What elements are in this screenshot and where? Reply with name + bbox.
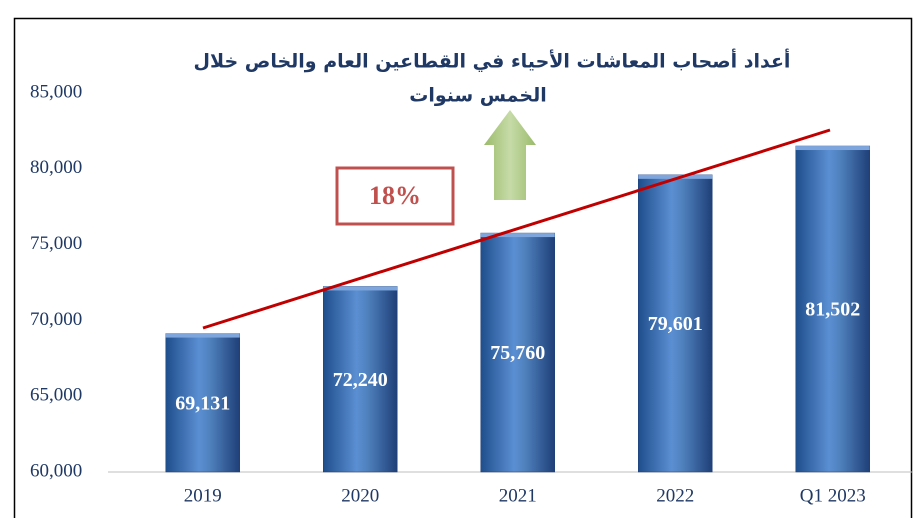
value-label: 79,601 [648,313,703,335]
annotation: 18% [369,181,421,210]
x-tick-label: 2019 [184,485,222,506]
bar-cap [480,233,555,238]
bar-cap [638,174,713,179]
value-label: 81,502 [805,299,860,321]
bar-cap [165,333,240,338]
bars: 69,131 72,240 75,760 79,601 81,502 [165,145,870,473]
value-label: 69,131 [175,392,230,414]
y-tick-label: 80,000 [30,157,82,178]
up-arrow [484,110,536,200]
y-tick-label: 60,000 [30,460,82,481]
value-label: 72,240 [333,369,388,391]
bar [638,174,713,473]
x-tick-label: 2022 [656,485,694,506]
x-tick-label: Q1 2023 [800,485,866,506]
bar [795,145,870,473]
annotation-box [335,166,455,226]
bar [165,333,240,473]
y-tick-label: 65,000 [30,385,82,406]
y-tick-label: 75,000 [30,233,82,254]
y-tick-label: 85,000 [30,81,82,102]
y-tick-label: 70,000 [30,309,82,330]
bar [323,286,398,473]
bar-cap [323,286,398,291]
frame [13,17,913,518]
x-tick-label: 2020 [341,485,379,506]
bar-cap [795,146,870,151]
trend-line [202,128,831,330]
chart-title: الخمس سنوات [409,85,547,107]
x-tick-label: 2021 [499,485,537,506]
value-label: 75,760 [490,342,545,364]
chart-title: أعداد أصحاب المعاشات الأحياء في القطاعين… [194,49,791,73]
